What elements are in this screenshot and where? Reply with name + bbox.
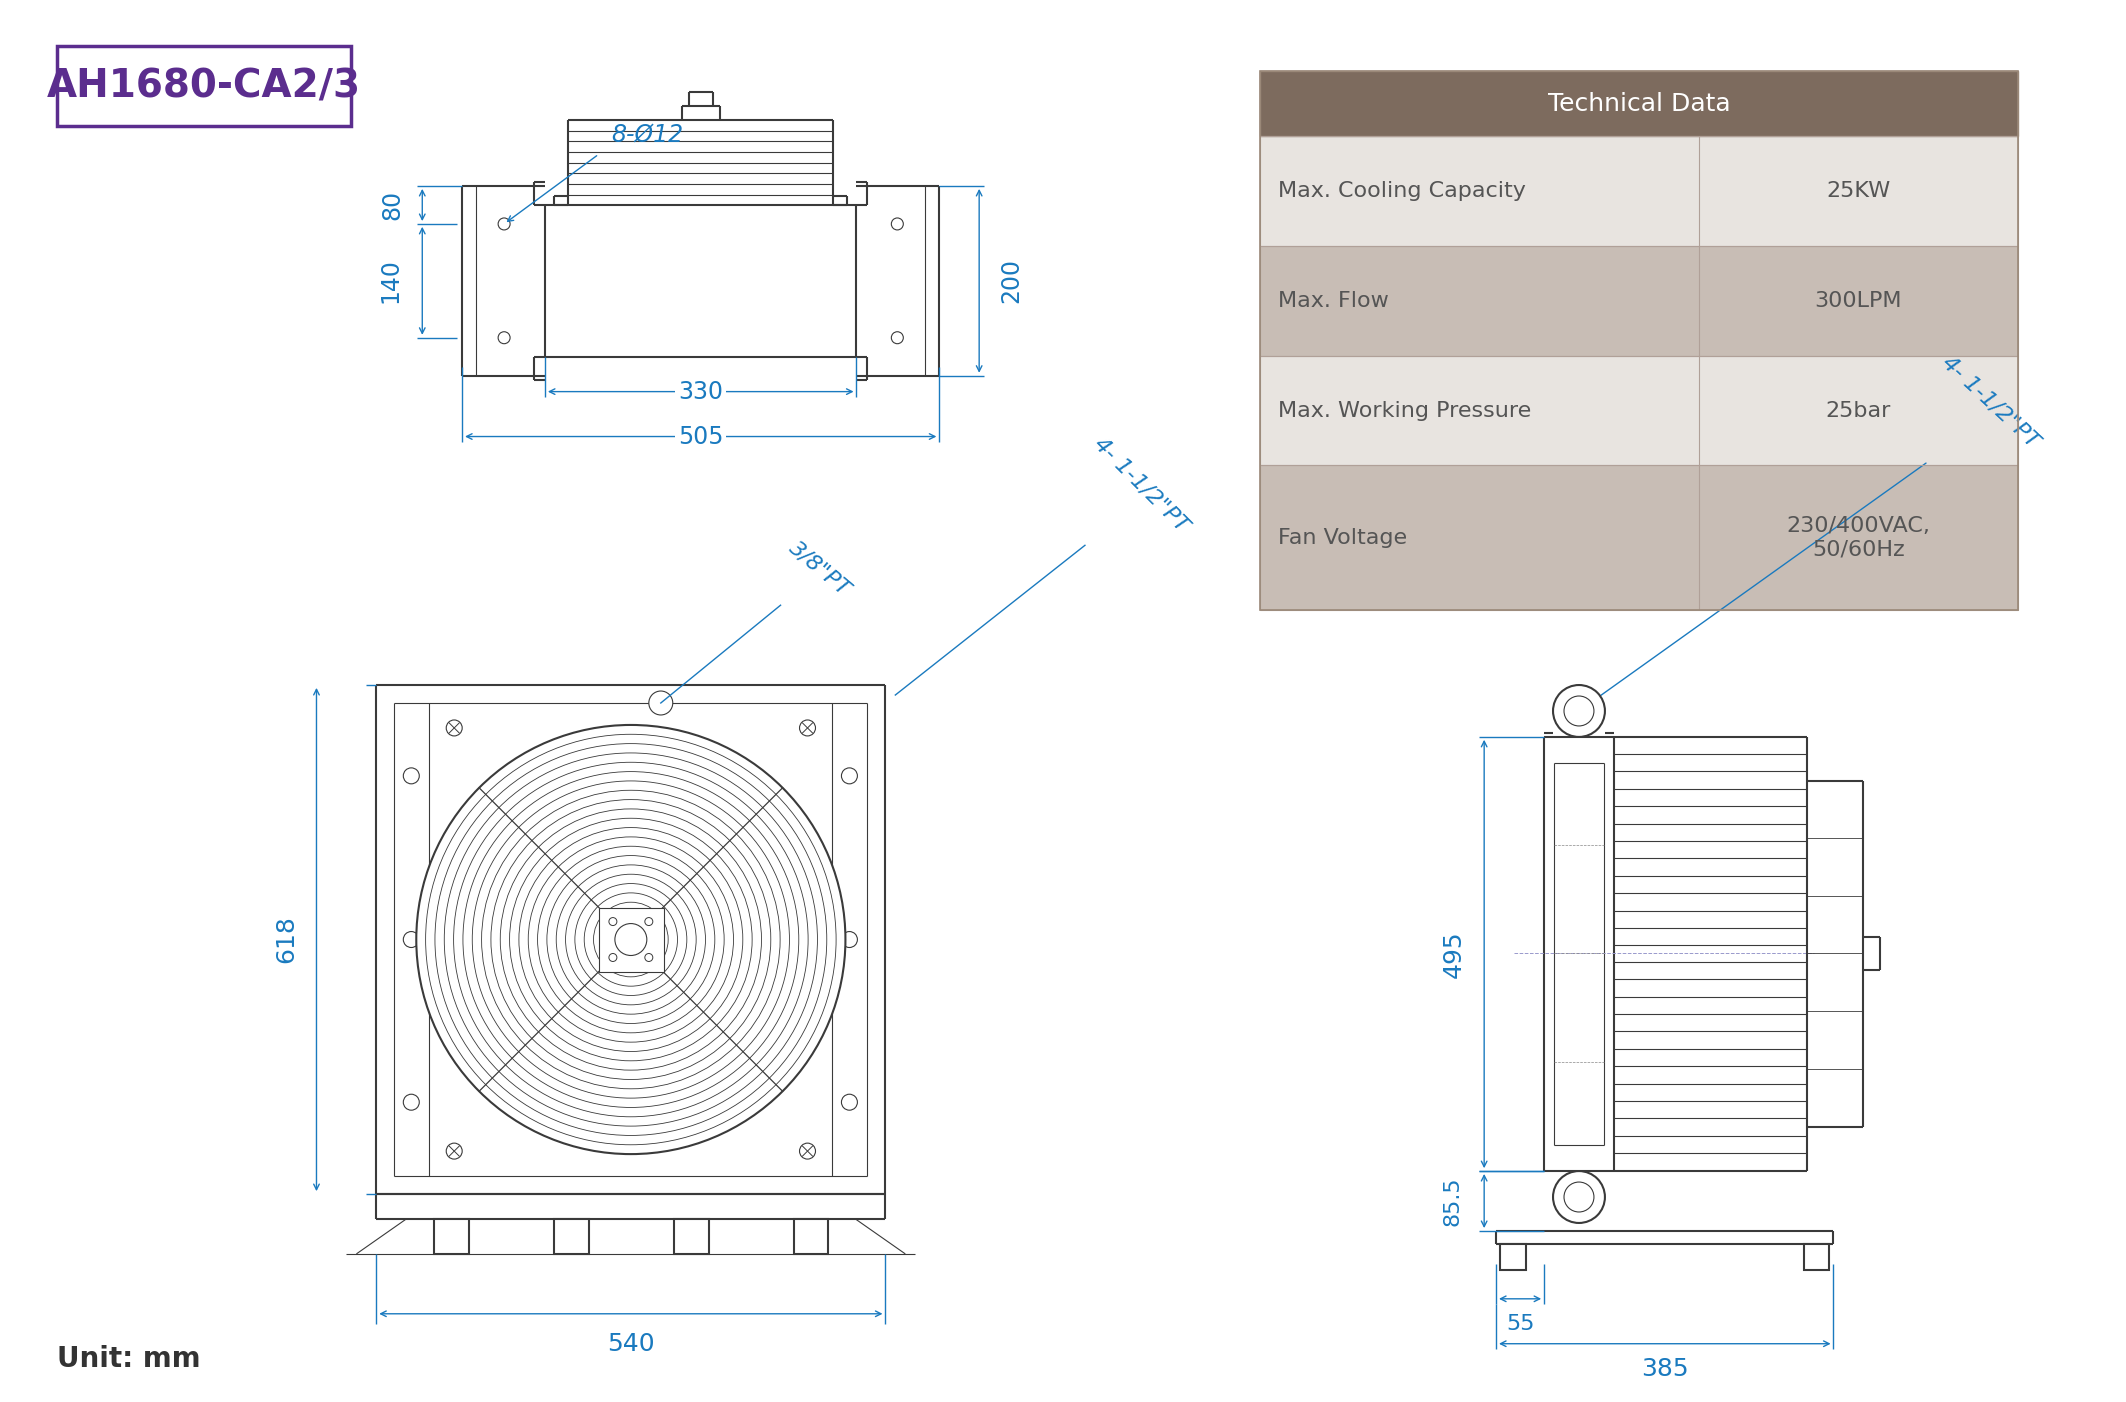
Bar bbox=[1259, 72, 2018, 136]
Text: 25KW: 25KW bbox=[1826, 181, 1890, 200]
Circle shape bbox=[608, 917, 617, 925]
Bar bbox=[1259, 245, 2018, 356]
Bar bbox=[1259, 465, 2018, 610]
Circle shape bbox=[1565, 1182, 1594, 1211]
Text: 25bar: 25bar bbox=[1826, 401, 1892, 421]
Text: 80: 80 bbox=[381, 189, 404, 220]
Text: Fan Voltage: Fan Voltage bbox=[1278, 527, 1407, 548]
Circle shape bbox=[891, 217, 904, 230]
Text: Technical Data: Technical Data bbox=[1548, 91, 1731, 116]
Circle shape bbox=[1552, 686, 1605, 737]
Circle shape bbox=[404, 768, 419, 784]
Bar bbox=[600, 907, 663, 973]
Circle shape bbox=[842, 1094, 857, 1110]
Bar bbox=[1259, 136, 2018, 245]
Text: 230/400VAC,
50/60Hz: 230/400VAC, 50/60Hz bbox=[1786, 516, 1930, 559]
Text: 4- 1-1/2"PT: 4- 1-1/2"PT bbox=[1939, 352, 2043, 451]
Bar bbox=[1259, 245, 2018, 356]
Bar bbox=[1259, 72, 2018, 136]
Text: 495: 495 bbox=[1441, 930, 1467, 977]
Text: 85.5: 85.5 bbox=[1441, 1176, 1463, 1225]
Circle shape bbox=[644, 953, 653, 962]
Bar bbox=[434, 1218, 470, 1253]
Circle shape bbox=[417, 725, 846, 1154]
Bar bbox=[674, 1218, 708, 1253]
Text: AH1680-CA2/3: AH1680-CA2/3 bbox=[47, 67, 361, 105]
Circle shape bbox=[644, 917, 653, 925]
Text: 200: 200 bbox=[999, 258, 1023, 303]
Text: 4- 1-1/2"PT: 4- 1-1/2"PT bbox=[1091, 433, 1193, 536]
Circle shape bbox=[1552, 1171, 1605, 1223]
Bar bbox=[1501, 1244, 1526, 1270]
Circle shape bbox=[446, 721, 461, 736]
Circle shape bbox=[842, 931, 857, 948]
Circle shape bbox=[648, 691, 672, 715]
Text: 8-Ø12: 8-Ø12 bbox=[610, 122, 682, 146]
Bar bbox=[1259, 136, 2018, 245]
Bar bbox=[793, 1218, 829, 1253]
Text: Max. Flow: Max. Flow bbox=[1278, 290, 1388, 311]
Text: 505: 505 bbox=[678, 425, 723, 449]
Circle shape bbox=[1565, 695, 1594, 726]
Text: 140: 140 bbox=[378, 258, 402, 303]
Bar bbox=[1259, 356, 2018, 465]
Bar bbox=[57, 46, 351, 126]
Bar bbox=[1803, 1244, 1830, 1270]
Text: 3/8"PT: 3/8"PT bbox=[784, 538, 855, 600]
Text: 55: 55 bbox=[1505, 1314, 1535, 1333]
Circle shape bbox=[404, 931, 419, 948]
Circle shape bbox=[891, 332, 904, 343]
Text: 618: 618 bbox=[274, 916, 298, 963]
Circle shape bbox=[799, 1143, 816, 1159]
Text: Max. Working Pressure: Max. Working Pressure bbox=[1278, 401, 1531, 421]
Circle shape bbox=[404, 1094, 419, 1110]
Circle shape bbox=[497, 217, 510, 230]
Bar bbox=[555, 1218, 589, 1253]
Text: Unit: mm: Unit: mm bbox=[57, 1345, 200, 1373]
Circle shape bbox=[446, 1143, 461, 1159]
Circle shape bbox=[842, 768, 857, 784]
Text: 540: 540 bbox=[608, 1332, 655, 1356]
Bar bbox=[1259, 356, 2018, 465]
Circle shape bbox=[799, 721, 816, 736]
Text: 330: 330 bbox=[678, 380, 723, 404]
Circle shape bbox=[614, 924, 646, 956]
Bar bbox=[1259, 72, 2018, 610]
Text: 385: 385 bbox=[1641, 1357, 1688, 1381]
Circle shape bbox=[608, 953, 617, 962]
Text: Max. Cooling Capacity: Max. Cooling Capacity bbox=[1278, 181, 1526, 200]
Bar bbox=[1259, 465, 2018, 610]
Text: 300LPM: 300LPM bbox=[1816, 290, 1903, 311]
Circle shape bbox=[497, 332, 510, 343]
